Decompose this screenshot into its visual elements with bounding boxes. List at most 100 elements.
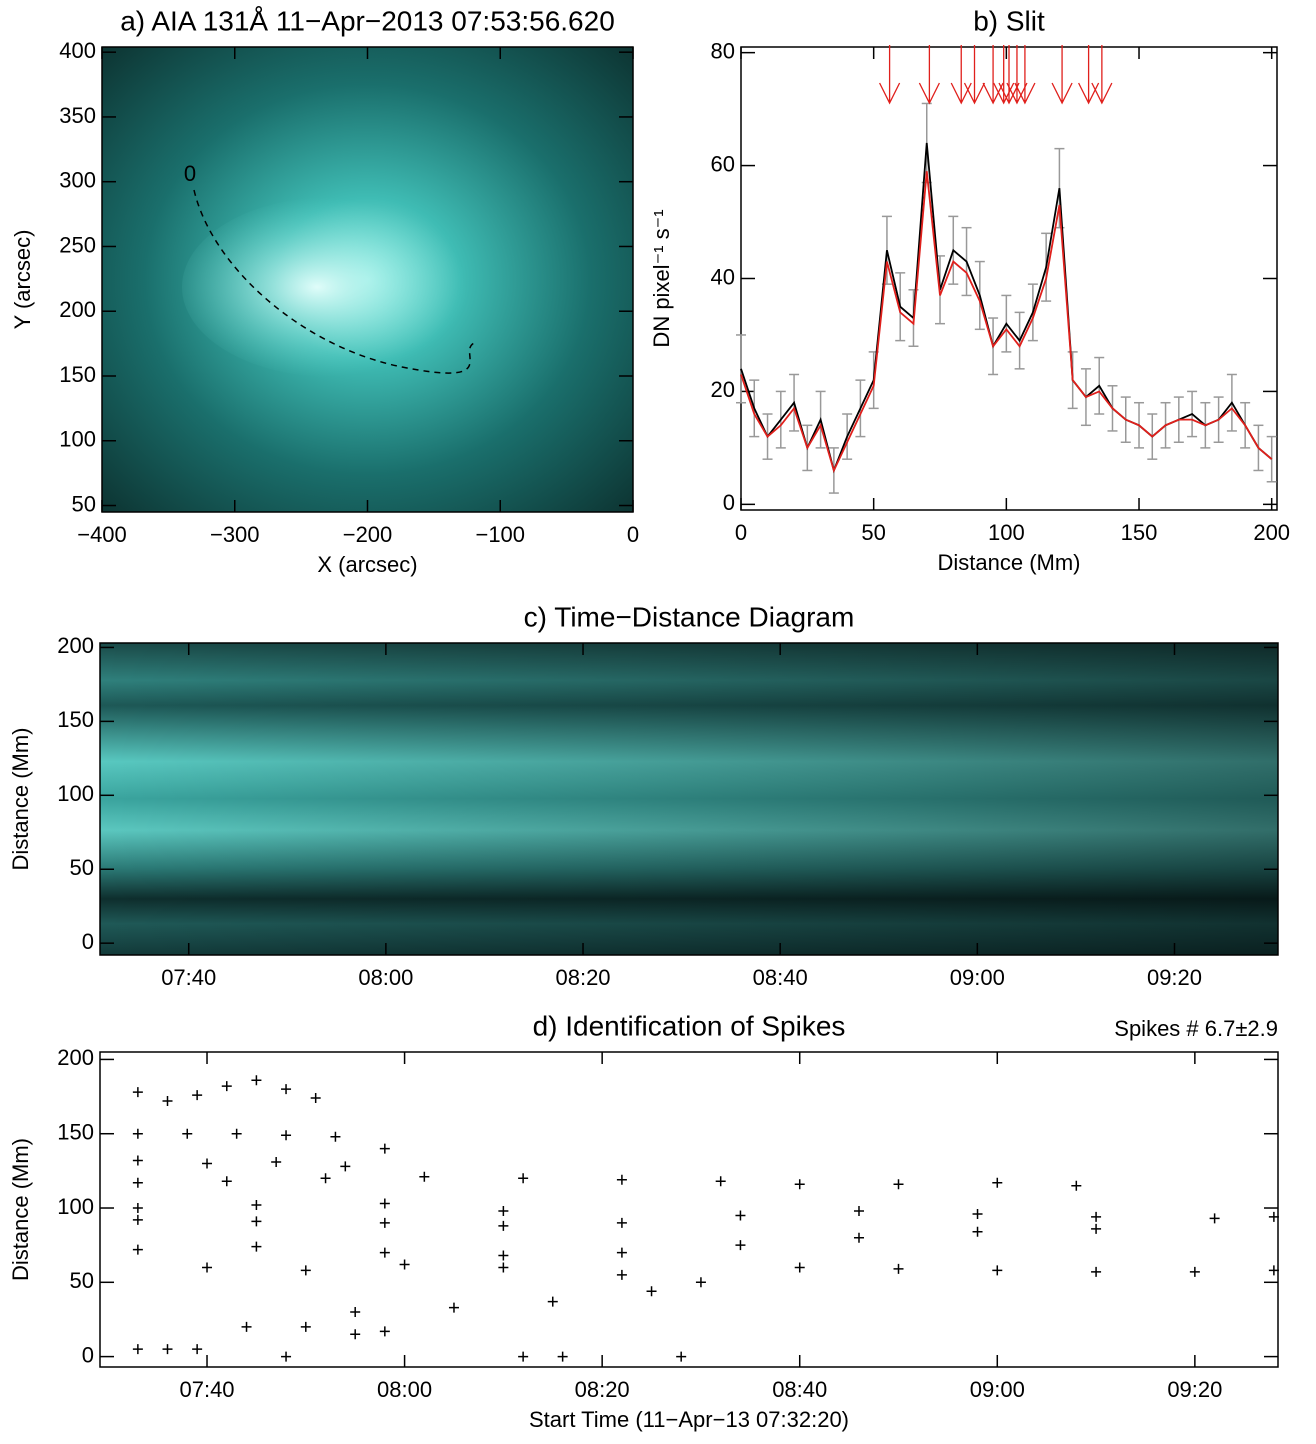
- spike-point: [132, 1214, 143, 1225]
- y-tick-label: 50: [72, 491, 96, 516]
- y-tick-label: 80: [711, 38, 735, 63]
- spike-point: [1091, 1223, 1102, 1234]
- y-tick-label: 100: [57, 781, 94, 806]
- spike-point: [735, 1240, 746, 1251]
- spike-point: [735, 1210, 746, 1221]
- spike-point: [162, 1096, 173, 1107]
- y-tick-label: 150: [59, 362, 96, 387]
- spike-point: [132, 1128, 143, 1139]
- spike-point: [231, 1128, 242, 1139]
- plot-frame: [99, 642, 1279, 956]
- arrow: [879, 45, 901, 105]
- x-tick-label: 09:20: [1147, 965, 1202, 990]
- spike-point: [893, 1263, 904, 1274]
- y-axis-label: Y (arcsec): [10, 230, 35, 330]
- spike-point: [320, 1173, 331, 1184]
- spike-point: [616, 1217, 627, 1228]
- y-tick-label: 100: [59, 427, 96, 452]
- y-tick-label: 20: [711, 377, 735, 402]
- spike-point: [547, 1296, 558, 1307]
- spike-point: [132, 1344, 143, 1355]
- spike-point: [498, 1220, 509, 1231]
- spike-point: [340, 1161, 351, 1172]
- y-tick-label: 60: [711, 151, 735, 176]
- x-tick-label: 0: [627, 522, 639, 547]
- spike-point: [1071, 1180, 1082, 1191]
- x-tick-label: 09:20: [1167, 1377, 1222, 1402]
- spike-point: [221, 1081, 232, 1092]
- spike-point: [132, 1244, 143, 1255]
- spike-point: [251, 1200, 262, 1211]
- spike-point: [379, 1143, 390, 1154]
- spike-point: [616, 1247, 627, 1258]
- x-tick-label: 08:40: [772, 1377, 827, 1402]
- spike-point: [518, 1351, 529, 1362]
- arrow: [950, 45, 972, 105]
- y-tick-label: 300: [59, 168, 96, 193]
- y-tick-label: 50: [70, 1268, 94, 1293]
- y-tick-label: 150: [57, 1120, 94, 1145]
- x-axis-label: Start Time (11−Apr−13 07:32:20): [529, 1407, 849, 1432]
- spike-point: [972, 1226, 983, 1237]
- spike-point: [300, 1321, 311, 1332]
- spike-point: [1268, 1211, 1279, 1222]
- spike-point: [616, 1174, 627, 1185]
- spike-point: [350, 1329, 361, 1340]
- x-tick-label: −400: [77, 522, 127, 547]
- spike-point: [251, 1075, 262, 1086]
- x-tick-label: 200: [1253, 520, 1290, 545]
- image-highlight: [182, 197, 482, 377]
- spike-point: [1268, 1265, 1279, 1276]
- spike-point: [1091, 1211, 1102, 1222]
- arrow: [1091, 45, 1113, 105]
- spike-point: [241, 1321, 252, 1332]
- y-axis-label: Distance (Mm): [8, 1138, 33, 1281]
- spike-point: [676, 1351, 687, 1362]
- arrow: [993, 45, 1015, 105]
- spike-point: [1091, 1266, 1102, 1277]
- x-tick-label: 09:00: [970, 1377, 1025, 1402]
- spike-point: [132, 1087, 143, 1098]
- spike-point: [379, 1247, 390, 1258]
- image-shade: [100, 643, 1278, 955]
- chart-title: a) AIA 131Å 11−Apr−2013 07:53:56.620: [120, 5, 615, 36]
- spike-point: [853, 1232, 864, 1243]
- arrow: [1051, 45, 1073, 105]
- x-tick-label: 09:00: [950, 965, 1005, 990]
- arrow: [963, 45, 986, 105]
- y-tick-label: 50: [70, 855, 94, 880]
- spike-point: [281, 1084, 292, 1095]
- spike-point: [794, 1262, 805, 1273]
- spike-point: [794, 1179, 805, 1190]
- spike-point: [162, 1344, 173, 1355]
- spike-point: [419, 1171, 430, 1182]
- x-tick-label: 08:20: [575, 1377, 630, 1402]
- y-tick-label: 200: [57, 1045, 94, 1070]
- x-axis-label: X (arcsec): [317, 552, 417, 577]
- y-tick-label: 400: [59, 38, 96, 63]
- arrow: [1078, 45, 1100, 105]
- spike-point: [132, 1155, 143, 1166]
- y-tick-label: 0: [82, 1342, 94, 1367]
- x-tick-label: 150: [1121, 520, 1158, 545]
- chart-title: c) Time−Distance Diagram: [524, 601, 855, 632]
- spike-point: [379, 1326, 390, 1337]
- spike-point: [192, 1090, 203, 1101]
- spike-point: [379, 1198, 390, 1209]
- spike-point: [646, 1286, 657, 1297]
- arrow: [1014, 45, 1036, 105]
- spike-point: [498, 1250, 509, 1261]
- x-tick-label: −300: [210, 522, 260, 547]
- spike-point: [518, 1173, 529, 1184]
- spike-point: [1209, 1213, 1220, 1224]
- spike-point: [448, 1302, 459, 1313]
- x-tick-label: 0: [735, 520, 747, 545]
- y-tick-label: 150: [57, 707, 94, 732]
- spike-point: [251, 1216, 262, 1227]
- spike-point: [498, 1262, 509, 1273]
- x-tick-label: 100: [988, 520, 1025, 545]
- y-tick-label: 0: [723, 490, 735, 515]
- spike-point: [992, 1177, 1003, 1188]
- x-tick-label: 07:40: [161, 965, 216, 990]
- spike-point: [281, 1130, 292, 1141]
